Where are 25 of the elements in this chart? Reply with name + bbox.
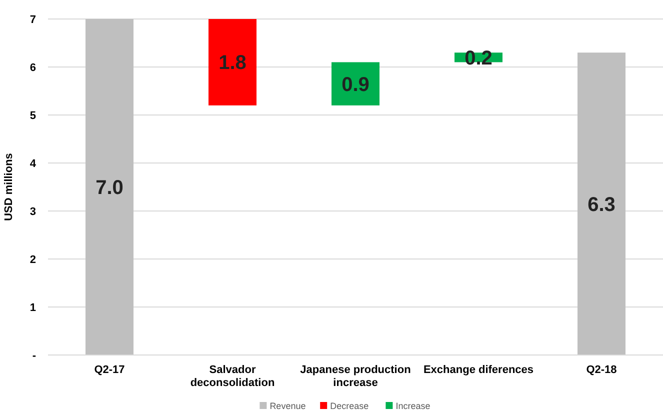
data-label: 7.0 xyxy=(96,177,124,199)
y-tick-label: 4 xyxy=(30,158,37,170)
x-tick-label: Exchange diferences xyxy=(423,364,534,376)
bar xyxy=(86,19,134,355)
data-label: 1.8 xyxy=(218,52,246,74)
y-tick-label: 3 xyxy=(30,206,36,218)
y-tick-label: 6 xyxy=(30,62,36,74)
legend-label: Increase xyxy=(396,401,430,411)
bar xyxy=(208,19,256,106)
x-tick-label: Japanese production increase xyxy=(300,364,412,389)
x-tick-label: Q2-17 xyxy=(94,364,125,376)
x-tick-label: Salvador deconsolidation xyxy=(190,364,275,389)
y-tick-label: 2 xyxy=(30,254,36,266)
y-tick-label: 5 xyxy=(30,110,36,122)
legend-label: Revenue xyxy=(270,401,306,411)
bar xyxy=(578,52,626,355)
y-tick-label: 7 xyxy=(30,14,36,26)
data-label: 0.9 xyxy=(342,74,370,96)
y-tick-label: 1 xyxy=(30,302,36,314)
data-label: 6.3 xyxy=(588,194,616,216)
y-tick-label: - xyxy=(32,350,36,362)
y-axis-title: USD millions xyxy=(3,153,15,221)
legend-label: Decrease xyxy=(330,401,369,411)
x-tick-label: Q2-18 xyxy=(586,364,617,376)
bar xyxy=(332,62,380,106)
